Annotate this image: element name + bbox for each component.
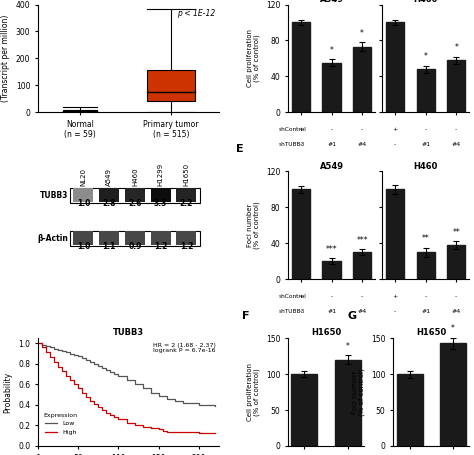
Text: shTUBB3: shTUBB3 [278, 142, 304, 147]
Text: 2.8: 2.8 [102, 199, 116, 208]
Bar [417, 69, 435, 112]
Text: -: - [425, 294, 427, 299]
Bar [125, 231, 145, 245]
Text: #4: #4 [452, 142, 461, 147]
Title: H1650: H1650 [311, 329, 341, 338]
Title: H460: H460 [413, 0, 438, 4]
Bar [151, 188, 171, 202]
Bar [447, 60, 465, 112]
Text: -: - [394, 142, 396, 147]
Text: +: + [299, 127, 304, 132]
Bar [292, 374, 318, 446]
Text: *: * [451, 324, 455, 333]
Text: **: ** [452, 228, 460, 237]
Text: HR = 2 (1.68 - 2.37)
logrank P = 6.7e-16: HR = 2 (1.68 - 2.37) logrank P = 6.7e-16 [153, 343, 216, 354]
Text: -: - [455, 294, 457, 299]
Bar [447, 245, 465, 279]
Bar [64, 110, 97, 111]
Text: H1299: H1299 [158, 163, 164, 186]
Bar [176, 231, 196, 245]
Text: *: * [329, 46, 334, 55]
Bar [292, 189, 310, 279]
Title: A549: A549 [319, 162, 344, 171]
Y-axis label: Cell proliferation
(% of control): Cell proliferation (% of control) [247, 30, 260, 87]
Text: F: F [242, 311, 250, 321]
Text: TUBB3: TUBB3 [39, 191, 68, 200]
Text: p < 1E-12: p < 1E-12 [177, 9, 216, 18]
Bar [176, 188, 196, 202]
Y-axis label: TUBB3 expression
(Transcript per million): TUBB3 expression (Transcript per million… [0, 15, 10, 102]
Text: NL20: NL20 [81, 168, 86, 186]
Text: 2.2: 2.2 [180, 199, 193, 208]
Text: ***: *** [356, 236, 368, 245]
Text: #1: #1 [327, 309, 336, 314]
Text: 0.9: 0.9 [128, 242, 142, 251]
Text: *: * [454, 43, 458, 52]
Text: -: - [330, 294, 333, 299]
Text: -: - [455, 127, 457, 132]
Text: *: * [346, 342, 350, 351]
Text: #4: #4 [452, 309, 461, 314]
Text: #4: #4 [357, 142, 367, 147]
Text: -: - [361, 294, 363, 299]
Title: H1650: H1650 [416, 329, 447, 338]
Bar [70, 187, 200, 202]
Title: A549: A549 [319, 0, 344, 4]
Bar [322, 261, 341, 279]
Bar [335, 360, 361, 446]
Text: 1.2: 1.2 [180, 242, 193, 251]
Text: -: - [394, 309, 396, 314]
Bar [397, 374, 422, 446]
Text: H460: H460 [132, 167, 138, 186]
Text: #1: #1 [421, 142, 430, 147]
Bar [386, 22, 404, 112]
Bar [353, 252, 371, 279]
Bar [417, 252, 435, 279]
Bar [322, 63, 341, 112]
Legend: Low, High: Low, High [41, 410, 80, 437]
Y-axis label: Probability: Probability [4, 372, 13, 413]
Text: shControl: shControl [278, 294, 306, 299]
Text: 1.0: 1.0 [77, 199, 90, 208]
Text: 1.2: 1.2 [154, 242, 167, 251]
Text: +: + [299, 294, 304, 299]
Bar [146, 71, 195, 101]
Y-axis label: Cell proliferation
(% of control): Cell proliferation (% of control) [247, 363, 260, 421]
Text: E: E [236, 144, 243, 154]
Bar [353, 47, 371, 112]
Text: **: ** [422, 234, 429, 243]
Bar [151, 231, 171, 245]
Text: 3.3: 3.3 [154, 199, 167, 208]
Bar [99, 231, 119, 245]
Text: -: - [300, 309, 302, 314]
Bar [386, 189, 404, 279]
Bar [99, 188, 119, 202]
Text: +: + [392, 294, 398, 299]
Text: ***: *** [326, 245, 337, 254]
Text: shControl: shControl [278, 127, 306, 132]
Bar [73, 231, 93, 245]
Text: shTUBB3: shTUBB3 [278, 309, 304, 314]
Bar [292, 22, 310, 112]
Text: 1.1: 1.1 [102, 242, 116, 251]
Text: H1650: H1650 [183, 163, 189, 186]
Text: 2.6: 2.6 [128, 199, 142, 208]
Text: -: - [361, 127, 363, 132]
Bar [440, 343, 466, 446]
Bar [70, 231, 200, 246]
Bar [125, 188, 145, 202]
Title: TUBB3: TUBB3 [113, 329, 144, 338]
Bar [73, 188, 93, 202]
Text: #4: #4 [357, 309, 367, 314]
Text: +: + [392, 127, 398, 132]
Text: #1: #1 [327, 142, 336, 147]
Title: H460: H460 [413, 162, 438, 171]
Text: G: G [347, 311, 356, 321]
Text: -: - [425, 127, 427, 132]
Text: 1.0: 1.0 [77, 242, 90, 251]
Y-axis label: Foci number
(% of control): Foci number (% of control) [352, 368, 365, 416]
Text: β-Actin: β-Actin [37, 234, 68, 243]
Text: *: * [360, 29, 364, 38]
Text: A549: A549 [106, 168, 112, 186]
Text: *: * [424, 52, 428, 61]
